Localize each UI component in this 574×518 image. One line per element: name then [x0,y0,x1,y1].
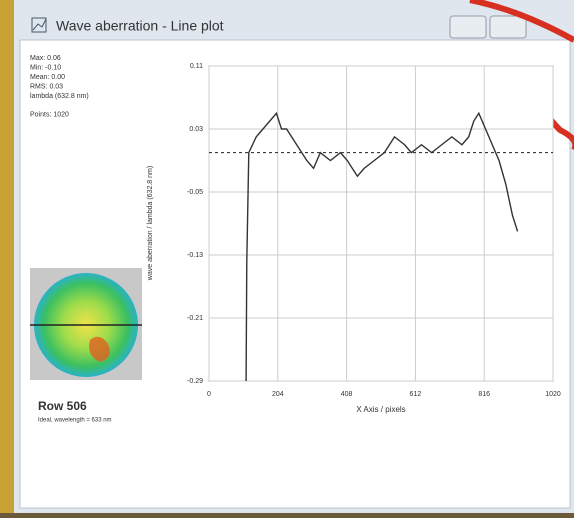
y-tick-label: 0.11 [190,63,203,70]
maximize-button[interactable] [490,16,526,38]
y-tick-label: -0.21 [187,315,203,322]
x-tick-label: 408 [341,391,353,398]
x-tick-label: 0 [207,391,211,398]
page: Wave aberration - Line plot Max: 0.06 Min… [0,0,574,513]
y-tick-label: 0.03 [189,126,203,133]
row-note: Ideal, wavelength = 633 nm [38,418,112,424]
stat-line: lambda (632.8 nm) [30,93,89,100]
y-tick-label: -0.29 [187,378,203,385]
x-axis-label: X Axis / pixels [356,405,405,414]
row-label: Row 506 [38,399,87,413]
stat-line: Min: -0.10 [30,64,61,71]
y-tick-label: -0.05 [187,189,203,196]
y-tick-label: -0.13 [187,252,203,259]
stat-line: RMS: 0.03 [30,83,63,90]
y-axis-label: wave aberration / lambda (632.8 nm) [147,166,154,281]
stat-line: Mean: 0.00 [30,74,65,81]
x-tick-label: 1020 [545,391,561,398]
x-tick-label: 612 [410,391,422,398]
x-tick-label: 816 [478,391,490,398]
x-tick-label: 204 [272,391,284,398]
window-title: Wave aberration - Line plot [56,18,224,34]
plot: 0.11 0.03 -0.05 -0.13 -0.21 -0.29 0 204 408 612 81… [187,63,561,398]
screen: Wave aberration - Line plot Max: 0.06 Min… [0,0,574,513]
stat-line: Points: 1020 [30,111,69,118]
stat-line: Max: 0.06 [30,55,61,62]
minimize-button[interactable] [450,16,486,38]
plot-area [209,66,553,381]
